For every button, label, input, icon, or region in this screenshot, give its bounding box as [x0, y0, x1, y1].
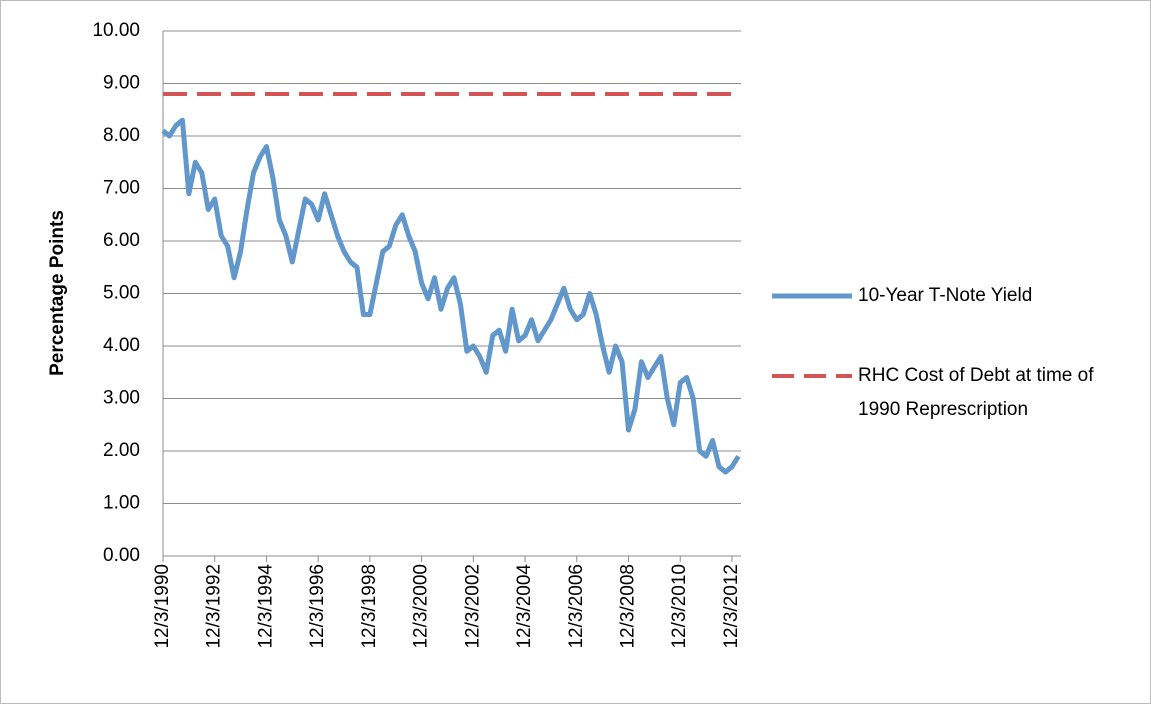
series-line	[161, 117, 741, 475]
x-tick-label: 12/3/2008	[618, 564, 639, 649]
y-tick-label: 0.00	[103, 545, 140, 566]
x-tick-label: 12/3/1992	[204, 564, 225, 649]
y-tick-label: 9.00	[103, 73, 140, 94]
y-tick-label: 8.00	[103, 125, 140, 146]
x-tick-label: 12/3/2010	[669, 564, 690, 649]
legend-item: RHC Cost of Debt at time of 1990 Represc…	[858, 365, 1094, 420]
y-axis-title: Percentage Points	[47, 210, 68, 376]
y-tick-label: 3.00	[103, 388, 140, 409]
y-tick-label: 4.00	[103, 335, 140, 356]
x-tick-label: 12/3/2012	[721, 564, 742, 649]
x-tick-label: 12/3/1994	[255, 564, 276, 649]
legend-label: RHC Cost of Debt at time of 1990 Represc…	[858, 365, 1094, 420]
y-tick-label: 1.00	[103, 493, 140, 514]
y-tick-label: 10.00	[92, 20, 140, 41]
legend-label: 10-Year T-Note Yield	[858, 285, 1033, 306]
y-tick-label: 7.00	[103, 178, 140, 199]
x-tick-label: 12/3/2006	[566, 564, 587, 649]
y-tick-label: 5.00	[103, 283, 140, 304]
y-tick-label: 2.00	[103, 440, 140, 461]
x-tick-label: 12/3/2004	[514, 564, 535, 649]
y-tick-label: 6.00	[103, 230, 140, 251]
x-tick-label: 12/3/1996	[307, 564, 328, 649]
x-tick-label: 12/3/1998	[359, 564, 380, 649]
legend-item: 10-Year T-Note Yield	[858, 285, 1033, 306]
x-tick-label: 12/3/2000	[411, 564, 432, 649]
x-tick-label: 12/3/1990	[152, 564, 173, 649]
x-tick-label: 12/3/2002	[462, 564, 483, 649]
